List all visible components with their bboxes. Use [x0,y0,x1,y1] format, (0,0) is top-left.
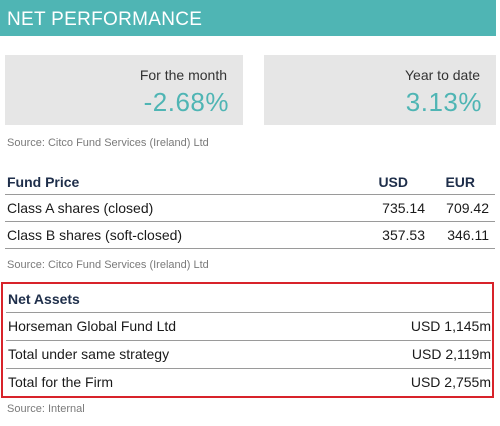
month-performance-box: For the month -2.68% [5,55,243,125]
eur-column-header: EUR [445,174,475,190]
usd-column-header: USD [378,174,408,190]
net-assets-table: Net Assets Horseman Global Fund Ltd USD … [6,284,491,396]
assets-source: Source: Internal [7,403,85,415]
section-title: NET PERFORMANCE [7,9,203,30]
table-row: Horseman Global Fund Ltd USD 1,145m [6,313,491,341]
share-class-name: Class A shares (closed) [7,200,154,216]
month-value: -2.68% [143,87,229,117]
section-header: NET PERFORMANCE [0,0,496,36]
asset-name: Total for the Firm [8,374,114,390]
net-assets-heading: Net Assets [8,291,80,307]
fund-price-table: Fund Price USD EUR Class A shares (close… [5,172,495,249]
ytd-label: Year to date [405,67,480,83]
share-class-name: Class B shares (soft-closed) [7,227,183,243]
usd-price: 357.53 [382,227,425,243]
table-row: Class A shares (closed) 735.14 709.42 [5,195,495,222]
table-row: Total for the Firm USD 2,755m [6,369,491,396]
price-source: Source: Citco Fund Services (Ireland) Lt… [7,259,209,271]
fund-price-heading: Fund Price [7,174,80,190]
month-label: For the month [139,67,227,83]
table-row: Class B shares (soft-closed) 357.53 346.… [5,222,495,249]
asset-value: USD 2,119m [411,346,491,362]
table-row: Total under same strategy USD 2,119m [6,341,491,369]
asset-value: USD 1,145m [410,318,491,334]
ytd-performance-box: Year to date 3.13% [264,55,496,125]
ytd-value: 3.13% [405,87,482,117]
performance-source: Source: Citco Fund Services (Ireland) Lt… [7,137,209,149]
asset-name: Horseman Global Fund Ltd [8,318,177,334]
asset-name: Total under same strategy [8,346,170,362]
asset-value: USD 2,755m [410,374,491,390]
usd-price: 735.14 [382,200,425,216]
eur-price: 346.11 [447,227,489,243]
net-assets-header: Net Assets [6,284,491,313]
fund-price-header: Fund Price USD EUR [5,172,495,195]
eur-price: 709.42 [446,200,489,216]
net-assets-highlight: Net Assets Horseman Global Fund Ltd USD … [1,282,494,398]
